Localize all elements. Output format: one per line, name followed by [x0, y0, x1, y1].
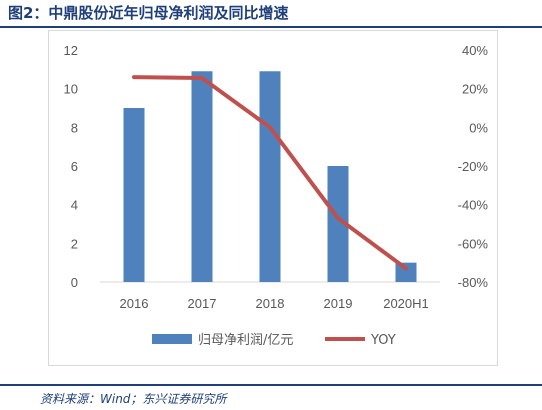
legend-bar-swatch [152, 334, 192, 344]
left-tick-label: 12 [64, 43, 78, 58]
yoy-line [132, 75, 408, 271]
bar-2020H1 [395, 262, 417, 282]
bar-2018 [259, 71, 281, 283]
legend-line-label: YOY [370, 333, 396, 348]
top-divider [0, 26, 542, 28]
left-axis-ticks: 0 2 4 6 8 10 12 [64, 43, 78, 290]
bar-2019 [327, 166, 349, 282]
x-tick-label: 2019 [324, 296, 353, 311]
left-tick-label: 6 [71, 159, 78, 174]
right-tick-label: -40% [458, 198, 489, 213]
left-tick-label: 4 [71, 198, 78, 213]
chart-frame [48, 30, 498, 366]
x-tick-label: 2018 [256, 296, 285, 311]
x-tick-label: 2016 [120, 296, 149, 311]
right-tick-label: -60% [458, 236, 489, 251]
right-tick-label: -20% [458, 159, 489, 174]
left-tick-label: 8 [71, 120, 78, 135]
x-tick-label: 2017 [188, 296, 217, 311]
right-axis-ticks: -80% -60% -40% -20% 0% 20% 40% [458, 43, 489, 290]
source-note: 资料来源：Wind；东兴证券研究所 [40, 392, 227, 406]
left-tick-label: 10 [64, 82, 78, 97]
right-tick-label: 40% [462, 43, 488, 58]
bar-series [123, 71, 417, 283]
legend: 归母净利润/亿元 YOY [152, 333, 396, 348]
bar-2016 [123, 108, 145, 282]
legend-bar-label: 归母净利润/亿元 [198, 333, 293, 348]
right-tick-label: 0% [469, 120, 488, 135]
bottom-divider [0, 384, 542, 386]
left-tick-label: 0 [71, 275, 78, 290]
right-tick-label: -80% [458, 275, 489, 290]
x-axis-ticks: 2016 2017 2018 2019 2020H1 [120, 296, 429, 311]
right-tick-label: 20% [462, 82, 488, 97]
bar-2017 [191, 71, 213, 283]
figure-title: 图2：中鼎股份近年归母净利润及同比增速 [8, 4, 289, 22]
x-tick-label: 2020H1 [383, 296, 429, 311]
left-tick-label: 2 [71, 236, 78, 251]
